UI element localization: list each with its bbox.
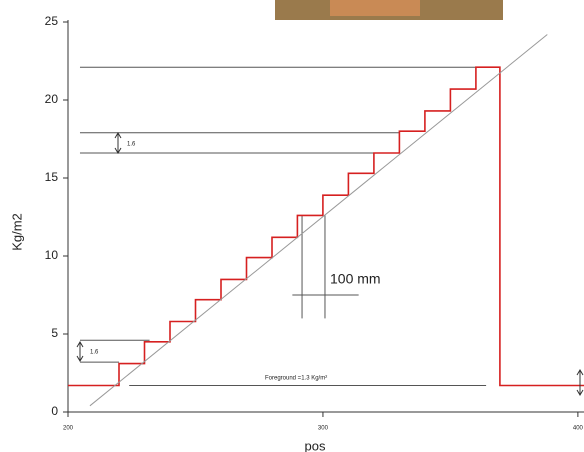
x-tick-label: 300 [318,426,329,432]
y-tick-label: 0 [51,404,58,418]
y-tick-label: 5 [51,326,58,340]
x-tick-label: 200 [63,426,74,432]
y-tick-label: 25 [45,14,59,28]
photo-detail [330,0,420,16]
x-axis-label: pos [305,438,326,452]
chart: Kg/m2 pos 0 5 10 15 20 25 200 300 400 100 mm 1.6 1.… [0,0,584,452]
series-line [68,67,584,385]
annotation: Foreground =1.3 Kg/m² [265,376,327,382]
y-tick-label: 15 [45,170,59,184]
annotation: 100 mm [330,271,381,287]
annotation: 1.6 [127,142,136,148]
y-tick-label: 10 [45,248,59,262]
y-axis-label: Kg/m2 [9,213,24,251]
annotation: 1.6 [90,350,99,356]
y-tick-label: 20 [45,92,59,106]
series-line [90,35,547,406]
x-tick-label: 400 [573,426,584,432]
